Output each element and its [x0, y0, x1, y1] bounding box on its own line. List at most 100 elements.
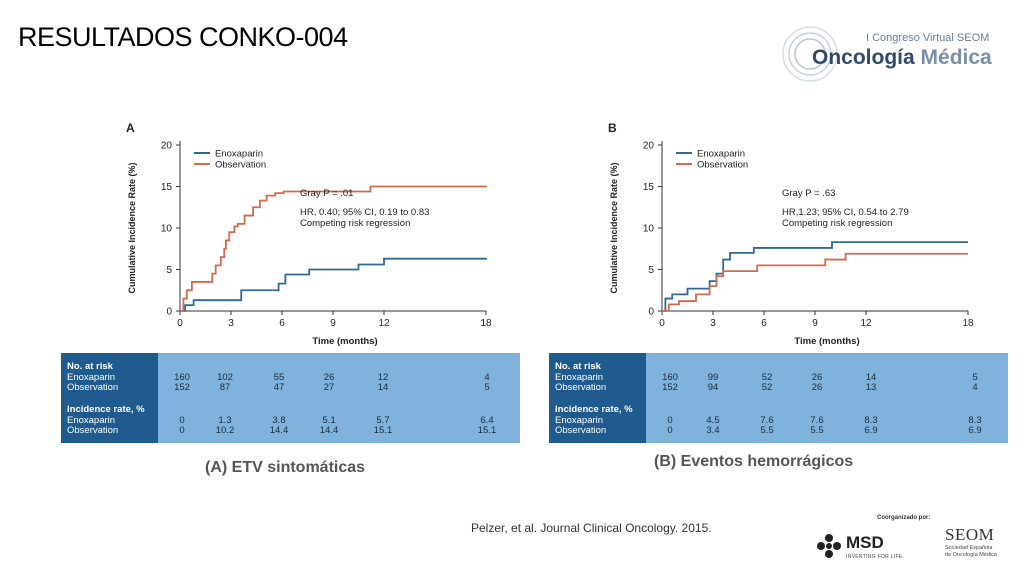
- incidence-observation-value: 5.5: [810, 425, 824, 436]
- at-risk-observation-value: 94: [707, 382, 719, 393]
- incidence-enoxaparin-value: 5.7: [376, 415, 390, 426]
- at-risk-enoxaparin-value: 26: [811, 372, 823, 383]
- risk-table-b: No. at risk Enoxaparin Observation Incidenc…: [549, 353, 1008, 443]
- caption-a: (A) ETV sintomáticas: [205, 459, 366, 476]
- msd-tagline: INVENTING FOR LIFE: [846, 554, 903, 560]
- congress-line1: I Congreso Virtual SEOM: [866, 32, 990, 44]
- row-label-enoxaparin: Enoxaparin: [67, 415, 116, 426]
- x-tick-label: 18: [962, 318, 974, 329]
- congress-logo: I Congreso Virtual SEOM Oncología Médica: [780, 22, 1010, 84]
- incidence-observation-value: 10.2: [215, 425, 235, 436]
- incidence-enoxaparin-value: 6.4: [480, 415, 494, 426]
- incidence-observation-value: 14.4: [319, 425, 339, 436]
- x-tick-label: 6: [761, 318, 767, 329]
- y-tick-label: 20: [161, 141, 173, 152]
- at-risk-enoxaparin-value: 99: [707, 372, 719, 383]
- stat-annotation: HR,1.23; 95% CI, 0.54 to 2.79: [782, 207, 909, 218]
- at-risk-observation-value: 4: [972, 382, 978, 393]
- y-tick-label: 20: [643, 141, 655, 152]
- y-tick-label: 5: [648, 265, 654, 276]
- x-tick-label: 12: [860, 318, 872, 329]
- x-tick-label: 0: [659, 318, 665, 329]
- legend-label: Observation: [697, 160, 748, 171]
- at-risk-enoxaparin-value: 160: [662, 372, 678, 383]
- incidence-enoxaparin-value: 8.3: [864, 415, 878, 426]
- y-tick-label: 15: [643, 182, 655, 193]
- x-tick-label: 18: [480, 318, 492, 329]
- at-risk-observation-value: 14: [377, 382, 389, 393]
- incidence-observation-value: 0: [179, 425, 185, 436]
- stat-annotation: Competing risk regression: [300, 218, 410, 229]
- caption-b: (B) Eventos hemorrágicos: [654, 453, 854, 470]
- legend-label: Observation: [215, 160, 266, 171]
- x-tick-label: 3: [710, 318, 716, 329]
- incidence-enoxaparin-value: 4.5: [706, 415, 720, 426]
- x-tick-label: 0: [177, 318, 183, 329]
- at-risk-observation-value: 27: [323, 382, 335, 393]
- x-tick-label: 9: [812, 318, 818, 329]
- row-label-enoxaparin: Enoxaparin: [555, 372, 604, 383]
- at-risk-observation-value: 152: [174, 382, 190, 393]
- seom-logo: SEOM Sociedad Española de Oncología Médi…: [945, 525, 1015, 565]
- chart-panel-a: A 0 5 10 15 20 0 3 6 9 12 18 Time (months) Cumulative…: [126, 121, 492, 347]
- at-risk-enoxaparin-value: 160: [174, 372, 190, 383]
- incidence-observation-value: 3.4: [706, 425, 720, 436]
- y-tick-label: 15: [161, 182, 173, 193]
- series-line-enoxaparin: [662, 241, 968, 312]
- y-tick-label: 0: [166, 307, 172, 318]
- slide-title: RESULTADOS CONKO-004: [18, 22, 348, 52]
- incidence-enoxaparin-value: 3.8: [272, 415, 286, 426]
- x-tick-label: 9: [330, 318, 336, 329]
- series-line-observation: [180, 185, 487, 312]
- incidence-observation-value: 15.1: [477, 425, 497, 436]
- incidence-observation-value: 0: [667, 425, 673, 436]
- congress-brand-light: Médica: [920, 46, 992, 69]
- row-label-observation: Observation: [67, 425, 119, 436]
- y-axis-label: Cumulative Incidence Rate (%): [127, 162, 137, 293]
- x-axis-label: Time (months): [794, 336, 859, 347]
- y-tick-label: 10: [643, 224, 655, 235]
- at-risk-observation-value: 87: [219, 382, 231, 393]
- y-tick-label: 5: [166, 265, 172, 276]
- citation: Pelzer, et al. Journal Clinical Oncology…: [471, 521, 712, 535]
- incidence-enoxaparin-value: 7.6: [760, 415, 774, 426]
- incidence-header: Incidence rate, %: [555, 404, 633, 415]
- at-risk-enoxaparin-value: 102: [217, 372, 233, 383]
- incidence-enoxaparin-value: 0: [179, 415, 185, 426]
- seom-sub2: de Oncología Médica: [945, 552, 997, 558]
- risk-table-label-column: [549, 353, 646, 443]
- incidence-enoxaparin-value: 0: [667, 415, 673, 426]
- congress-brand-strong: Oncología: [812, 46, 915, 69]
- at-risk-enoxaparin-value: 26: [323, 372, 335, 383]
- congress-rings-icon: [782, 26, 838, 82]
- at-risk-observation-value: 152: [662, 382, 678, 393]
- coorganized-label: Coorganizado por:: [877, 515, 931, 521]
- legend-label: Enoxaparin: [215, 149, 263, 160]
- incidence-observation-value: 5.5: [760, 425, 774, 436]
- stat-annotation: Competing risk regression: [782, 218, 892, 229]
- seom-sub1: Sociedad Española: [945, 545, 993, 551]
- incidence-enoxaparin-value: 8.3: [968, 415, 982, 426]
- congress-brand: Oncología Médica: [812, 46, 992, 70]
- msd-mark-icon: [817, 534, 841, 558]
- panel-letter: A: [126, 121, 135, 135]
- msd-name: MSD: [846, 533, 884, 552]
- y-tick-label: 0: [648, 307, 654, 318]
- at-risk-enoxaparin-value: 12: [377, 372, 389, 383]
- stat-annotation: HR, 0.40; 95% CI, 0.19 to 0.83: [300, 207, 429, 218]
- at-risk-enoxaparin-value: 52: [761, 372, 773, 383]
- at-risk-enoxaparin-value: 55: [273, 372, 285, 383]
- series-line-enoxaparin: [180, 257, 487, 312]
- row-label-observation: Observation: [555, 382, 607, 393]
- at-risk-observation-value: 26: [811, 382, 823, 393]
- x-tick-label: 6: [279, 318, 285, 329]
- row-label-observation: Observation: [555, 425, 607, 436]
- incidence-enoxaparin-value: 5.1: [322, 415, 336, 426]
- x-axis-label: Time (months): [312, 336, 377, 347]
- x-tick-label: 3: [228, 318, 234, 329]
- row-label-enoxaparin: Enoxaparin: [555, 415, 604, 426]
- at-risk-enoxaparin-value: 4: [484, 372, 490, 383]
- incidence-observation-value: 15.1: [373, 425, 393, 436]
- seom-name: SEOM: [945, 525, 995, 544]
- incidence-observation-value: 14.4: [269, 425, 289, 436]
